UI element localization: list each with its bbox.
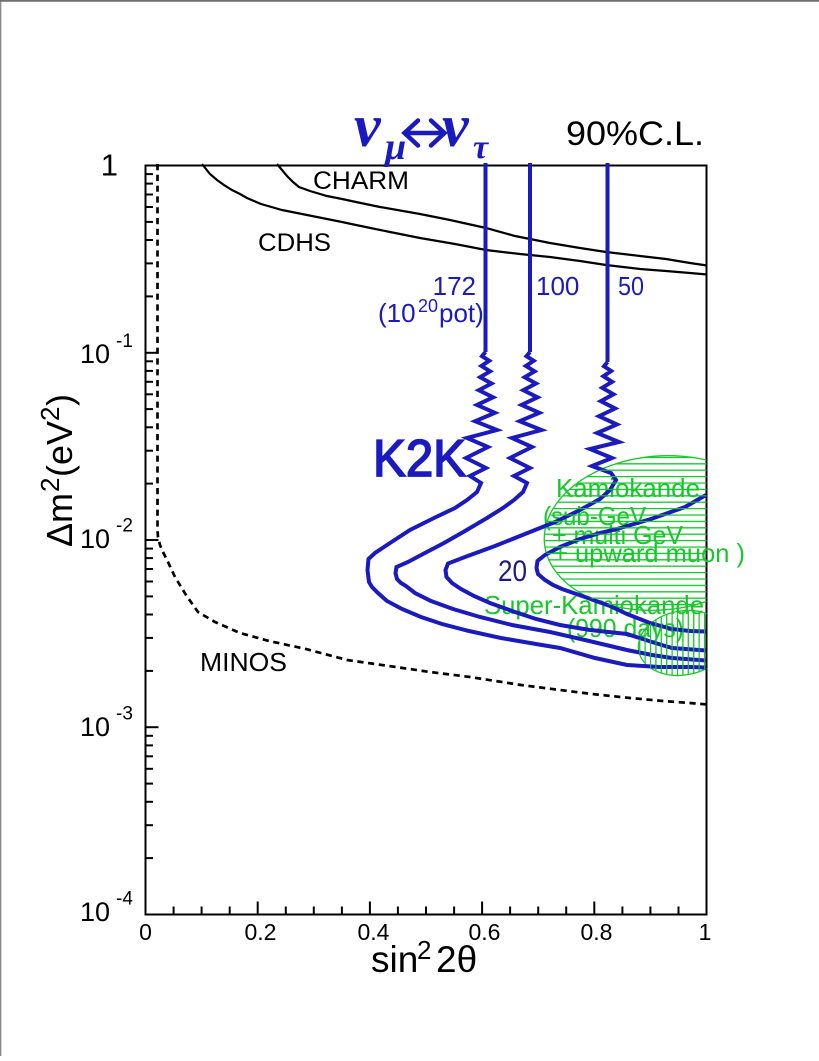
- svg-text:20: 20: [498, 555, 527, 588]
- svg-text:10: 10: [80, 339, 110, 369]
- svg-text:20: 20: [418, 296, 438, 316]
- svg-text:CDHS: CDHS: [258, 229, 331, 257]
- svg-text:(eV: (eV: [39, 421, 80, 477]
- svg-text:μ: μ: [383, 126, 406, 168]
- svg-text:100: 100: [536, 271, 579, 301]
- svg-text:10: 10: [80, 897, 110, 927]
- svg-text:2: 2: [35, 407, 65, 421]
- svg-text:ν: ν: [442, 93, 470, 159]
- svg-text:10: 10: [80, 524, 110, 554]
- svg-text:(10: (10: [378, 298, 416, 328]
- svg-text:50: 50: [618, 271, 644, 301]
- svg-text:0.8: 0.8: [581, 919, 613, 945]
- svg-text:pot): pot): [439, 298, 484, 328]
- svg-text:10: 10: [80, 712, 110, 742]
- svg-text:0.4: 0.4: [358, 919, 390, 945]
- svg-text:Δm: Δm: [39, 493, 80, 547]
- svg-text:-4: -4: [116, 889, 133, 910]
- svg-text:sin: sin: [371, 939, 418, 980]
- svg-text:MINOS: MINOS: [200, 647, 287, 677]
- svg-text:K2K: K2K: [373, 430, 466, 488]
- svg-text:0: 0: [139, 919, 152, 945]
- svg-text:1: 1: [101, 148, 118, 183]
- svg-text:2: 2: [417, 935, 431, 965]
- svg-text:172: 172: [433, 271, 476, 301]
- svg-text:): ): [39, 394, 80, 406]
- svg-text:0.6: 0.6: [469, 919, 501, 945]
- svg-text:1: 1: [699, 919, 712, 945]
- svg-text:-1: -1: [116, 331, 133, 352]
- svg-text:τ: τ: [473, 129, 489, 166]
- svg-text:2: 2: [35, 478, 65, 492]
- svg-text:CHARM: CHARM: [313, 167, 409, 195]
- svg-text:90%C.L.: 90%C.L.: [566, 115, 704, 153]
- svg-text:2θ: 2θ: [436, 939, 477, 980]
- svg-text:ν: ν: [354, 93, 382, 159]
- svg-text:-3: -3: [116, 704, 133, 725]
- svg-text:-2: -2: [116, 516, 133, 537]
- svg-text:0.2: 0.2: [245, 919, 277, 945]
